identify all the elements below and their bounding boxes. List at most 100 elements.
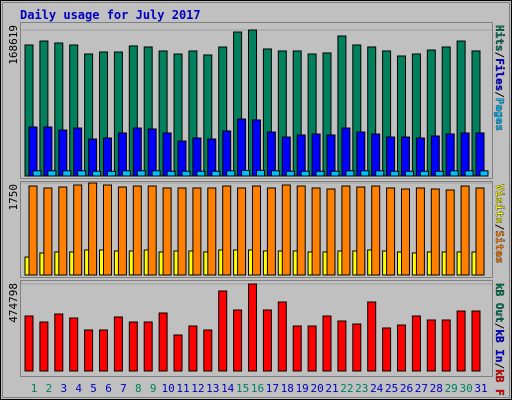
bar — [445, 133, 455, 177]
legend: Hits/Files/Pages — [493, 25, 506, 131]
bar — [411, 315, 421, 372]
bar — [441, 319, 451, 372]
bar — [471, 310, 481, 372]
bar — [147, 128, 157, 177]
bar — [248, 283, 257, 372]
bar — [415, 187, 425, 276]
bar — [326, 188, 336, 276]
legend-entry: Hits — [493, 25, 506, 52]
y-tick-label: 1750 — [7, 184, 20, 211]
bar — [62, 170, 72, 177]
bar — [419, 170, 429, 177]
bar — [222, 185, 232, 276]
bar — [143, 321, 153, 372]
legend-entry: kB Out — [493, 283, 506, 323]
bar — [460, 132, 470, 177]
bar — [92, 170, 102, 177]
x-tick-label: 20 — [310, 382, 323, 395]
legend-separator: / — [493, 91, 506, 98]
bar — [237, 187, 247, 276]
bar — [252, 119, 261, 177]
bar — [430, 188, 440, 276]
bar — [426, 319, 436, 372]
bar — [121, 170, 131, 177]
x-tick-label: 21 — [325, 382, 338, 395]
legend-entry: kB In — [493, 329, 506, 362]
x-tick-label: 26 — [400, 382, 413, 395]
bar — [475, 187, 485, 276]
bar — [136, 170, 146, 177]
bar — [266, 187, 276, 276]
bar — [147, 185, 157, 276]
x-tick-label: 7 — [120, 382, 127, 395]
bar — [401, 136, 410, 177]
bar — [345, 170, 355, 177]
bar — [270, 170, 280, 177]
bar — [196, 170, 206, 177]
x-tick-label: 13 — [206, 382, 219, 395]
legend-separator: / — [493, 52, 506, 59]
bar — [386, 187, 396, 276]
x-tick-label: 24 — [370, 382, 384, 395]
x-tick-label: 19 — [296, 382, 309, 395]
bar — [266, 131, 276, 177]
bar — [84, 329, 94, 372]
bar — [207, 138, 217, 177]
bar — [322, 315, 332, 372]
bar — [32, 170, 42, 177]
bar — [475, 132, 485, 177]
x-tick-label: 23 — [355, 382, 368, 395]
legend-separator: / — [493, 323, 506, 330]
bar — [371, 133, 381, 177]
bar — [449, 170, 459, 177]
bar — [262, 309, 272, 372]
bar — [162, 187, 172, 276]
bar — [39, 321, 49, 372]
bar — [237, 118, 247, 177]
bar — [28, 185, 38, 276]
bar — [285, 170, 295, 177]
x-tick-label: 30 — [459, 382, 472, 395]
x-tick-label: 9 — [150, 382, 157, 395]
bar — [397, 324, 406, 372]
bar — [99, 329, 108, 372]
legend: Visits/Sites — [493, 184, 506, 264]
bar — [166, 170, 176, 177]
bar — [188, 325, 198, 372]
x-tick-label: 18 — [281, 382, 294, 395]
bar — [54, 313, 64, 372]
bar — [151, 170, 161, 177]
bar — [464, 170, 474, 177]
bar — [375, 170, 385, 177]
bar — [113, 316, 123, 372]
bar — [296, 185, 306, 276]
bar — [445, 189, 455, 276]
bar — [211, 170, 221, 177]
bar — [390, 170, 400, 177]
bar — [252, 185, 261, 276]
x-tick-label: 16 — [251, 382, 264, 395]
bar — [43, 126, 53, 177]
bar — [24, 315, 34, 372]
y-tick-label: 168619 — [7, 25, 20, 65]
legend-entry: Sites — [493, 230, 506, 263]
chart-title: Daily usage for July 2017 — [20, 8, 201, 22]
bar — [360, 170, 370, 177]
bar — [430, 135, 440, 177]
bar — [158, 312, 168, 372]
x-tick-label: 12 — [191, 382, 204, 395]
bar — [460, 185, 470, 276]
legend-entry: Files — [493, 58, 506, 91]
x-tick-label: 27 — [415, 382, 428, 395]
x-tick-label: 8 — [135, 382, 142, 395]
bar — [117, 132, 127, 177]
legend-entry: Visits — [493, 184, 506, 224]
bar — [296, 134, 306, 177]
bar — [43, 187, 53, 276]
x-tick-label: 5 — [90, 382, 97, 395]
bar — [117, 186, 127, 276]
x-tick-label: 4 — [75, 382, 82, 395]
bar — [307, 325, 317, 372]
bar — [277, 301, 287, 372]
